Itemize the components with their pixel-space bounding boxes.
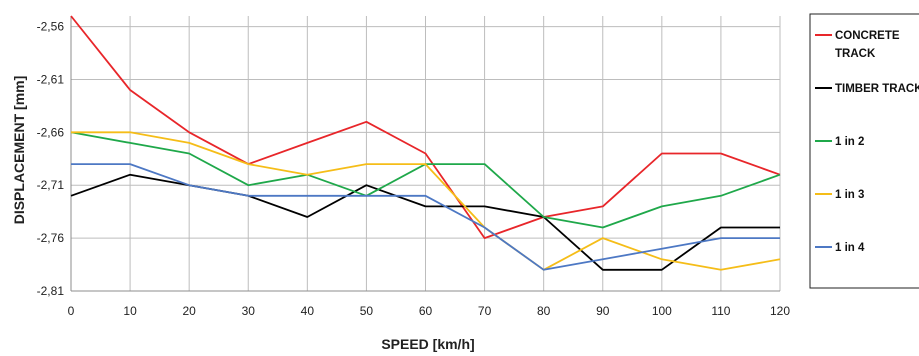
- legend-label-4: 1 in 3: [835, 189, 864, 201]
- legend-label-1: CONCRETE: [835, 30, 900, 42]
- y-tick-label: -2,61: [37, 72, 65, 86]
- y-axis-title: DISPLACEMENT [mm]: [11, 76, 27, 225]
- x-tick-label: 90: [596, 304, 610, 318]
- series-line-5: [71, 163, 780, 271]
- x-tick-label: 120: [770, 304, 790, 318]
- x-tick-label: 20: [182, 304, 196, 318]
- x-tick-label: 10: [123, 304, 137, 318]
- x-axis-title: SPEED [km/h]: [381, 336, 474, 352]
- x-tick-label: 80: [537, 304, 551, 318]
- x-tick-label: 70: [478, 304, 492, 318]
- y-tick-label: -2,71: [37, 178, 65, 192]
- x-tick-label: 60: [419, 304, 433, 318]
- series-lines: [70, 15, 781, 271]
- legend-label-3: 1 in 2: [835, 136, 864, 148]
- x-tick-label: 50: [360, 304, 374, 318]
- legend-label-1: TRACK: [835, 48, 876, 60]
- series-line-1: [70, 15, 781, 240]
- x-tick-label: 100: [652, 304, 672, 318]
- tick-labels: 0 10 20 30 40 50 60 70 80 90 100 110 120 -2,56 -2,61 -2…: [37, 20, 791, 318]
- y-tick-label: -2,66: [37, 125, 65, 139]
- legend-label-5: 1 in 4: [835, 242, 865, 254]
- y-tick-label: -2,56: [37, 20, 65, 34]
- y-tick-label: -2,76: [37, 231, 65, 245]
- x-tick-label: 110: [711, 304, 730, 318]
- legend: CONCRETE TRACK TIMBER TRACK 1 in 2 1 in 3 1 i…: [815, 30, 919, 254]
- x-tick-label: 40: [301, 304, 315, 318]
- legend-box: [809, 13, 919, 289]
- series-line-4: [71, 131, 781, 271]
- legend-label-2: TIMBER TRACK: [835, 83, 919, 95]
- x-tick-label: 30: [242, 304, 256, 318]
- grid: [70, 16, 781, 292]
- y-tick-label: -2,81: [37, 284, 65, 298]
- x-tick-label: 0: [68, 304, 75, 318]
